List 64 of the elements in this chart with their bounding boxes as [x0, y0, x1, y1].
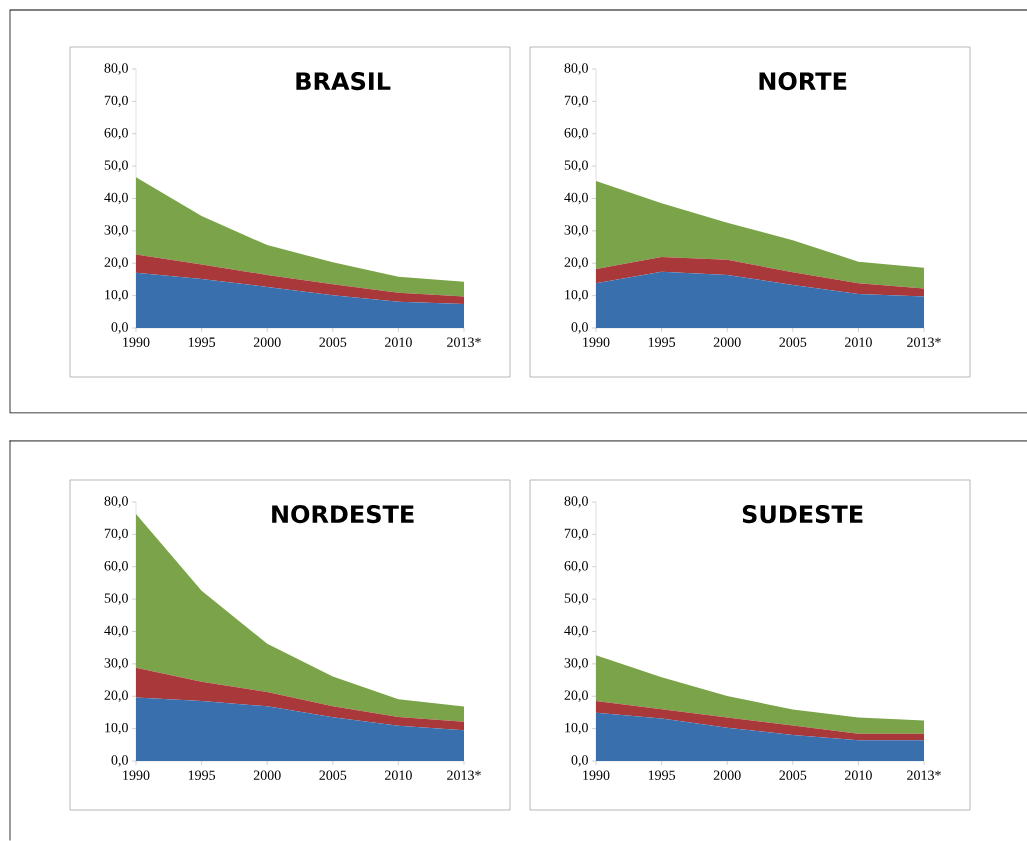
y-tick-label: 60,0: [564, 128, 588, 140]
y-tick-label: 0,0: [571, 322, 588, 334]
y-tick-label: 10,0: [105, 289, 128, 302]
x-tick-label: 1995: [188, 770, 216, 780]
y-tick-label: 10,0: [565, 289, 588, 302]
x-tick-label: 2013*: [907, 337, 941, 347]
y-tick-label: 50,0: [564, 160, 588, 172]
x-tick-label: 1990: [583, 337, 610, 347]
y-tick-label: 80,0: [564, 496, 588, 508]
y-tick-label: 20,0: [564, 690, 588, 702]
x-tick-label: 2005: [779, 770, 807, 780]
y-tick-label: 70,0: [564, 528, 588, 541]
x-tick-label: 2013*: [447, 337, 481, 347]
x-tick-label: 2000: [713, 770, 741, 780]
x-tick-label: 2013*: [447, 770, 481, 780]
x-tick-label: 1990: [123, 337, 150, 347]
y-tick-label: 0,0: [111, 322, 128, 334]
y-tick-label: 20,0: [104, 257, 128, 269]
y-tick-label: 20,0: [564, 257, 588, 269]
chart-title: NORDESTE: [272, 505, 414, 524]
y-tick-label: 40,0: [104, 625, 128, 638]
x-tick-label: 2000: [713, 337, 741, 347]
chart-title: BRASIL: [296, 72, 391, 91]
chart-title: SUDESTE: [742, 505, 863, 524]
x-tick-label: 2000: [253, 337, 281, 347]
y-tick-label: 10,0: [105, 722, 128, 735]
x-tick-label: 1990: [583, 770, 610, 780]
y-tick-label: 20,0: [104, 690, 128, 702]
y-tick-label: 50,0: [104, 593, 128, 605]
y-tick-label: 80,0: [104, 63, 128, 75]
y-tick-label: 30,0: [104, 658, 128, 670]
x-tick-label: 2010: [385, 770, 412, 780]
x-tick-label: 2010: [845, 770, 872, 780]
y-tick-label: 30,0: [104, 225, 128, 237]
y-tick-label: 60,0: [104, 561, 128, 573]
y-tick-label: 80,0: [104, 496, 128, 508]
x-tick-label: 2005: [779, 337, 807, 347]
x-tick-label: 2013*: [907, 770, 941, 780]
y-tick-label: 70,0: [104, 528, 128, 541]
y-tick-label: 30,0: [564, 225, 588, 237]
x-tick-label: 1995: [188, 337, 216, 347]
x-tick-label: 2005: [319, 337, 347, 347]
y-tick-label: 10,0: [565, 722, 588, 735]
x-tick-label: 2010: [845, 337, 872, 347]
y-tick-label: 50,0: [104, 160, 128, 172]
y-tick-label: 40,0: [564, 625, 588, 638]
y-tick-label: 40,0: [564, 192, 588, 205]
y-tick-label: 0,0: [111, 755, 128, 767]
y-tick-label: 60,0: [564, 561, 588, 573]
y-tick-label: 60,0: [104, 128, 128, 140]
x-tick-label: 1990: [123, 770, 150, 780]
y-tick-label: 80,0: [564, 63, 588, 75]
y-tick-label: 70,0: [104, 95, 128, 108]
y-tick-label: 40,0: [104, 192, 128, 205]
x-tick-label: 2010: [385, 337, 412, 347]
x-tick-label: 1995: [648, 337, 676, 347]
x-tick-label: 2005: [319, 770, 347, 780]
chart-title: NORTE: [759, 72, 847, 91]
y-tick-label: 30,0: [564, 658, 588, 670]
x-tick-label: 2000: [253, 770, 281, 780]
y-tick-label: 50,0: [564, 593, 588, 605]
y-tick-label: 70,0: [564, 95, 588, 108]
y-tick-label: 0,0: [571, 755, 588, 767]
x-tick-label: 1995: [648, 770, 676, 780]
